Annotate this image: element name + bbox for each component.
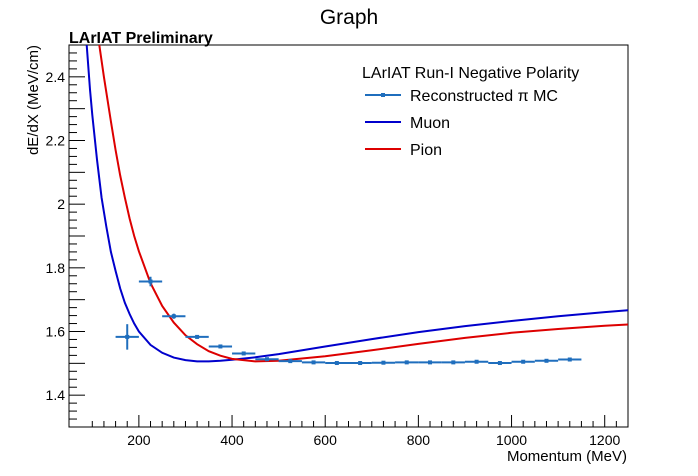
data-point [278, 359, 302, 364]
chart-subtitle: LArIAT Preliminary [69, 30, 213, 47]
x-tick-label: 400 [220, 432, 244, 448]
data-point [185, 334, 209, 339]
legend-label: Reconstructed π MC [410, 88, 558, 105]
x-tick-label: 600 [314, 432, 338, 448]
point-marker [125, 334, 130, 339]
chart-title: Graph [320, 6, 378, 29]
point-marker [288, 359, 293, 364]
x-tick-label: 800 [407, 432, 431, 448]
point-marker [544, 358, 549, 363]
data-point [441, 360, 465, 365]
data-point [325, 361, 349, 366]
legend-label: Muon [410, 115, 450, 132]
x-tick-label: 1200 [589, 432, 620, 448]
point-marker [521, 359, 526, 364]
data-point [115, 324, 139, 350]
x-axis: 200 400 600 800 1000 1200 [91, 415, 629, 448]
plot-area: 200 400 600 800 1000 1200 1.4 1.6 1.8 2 2.2 2.4 [46, 44, 629, 448]
point-marker [497, 361, 502, 366]
point-marker [381, 360, 386, 365]
legend: LArIAT Run-I Negative Polarity Reconstru… [362, 65, 579, 159]
y-axis-label: dE/dX (MeV/cm) [25, 45, 42, 155]
point-marker [334, 361, 339, 366]
point-marker [404, 360, 409, 365]
series-line-muon [85, 45, 628, 363]
data-point [534, 358, 559, 363]
y-tick-label: 2.4 [46, 69, 66, 85]
data-point [348, 361, 372, 366]
data-point [232, 351, 256, 356]
data-point [418, 360, 442, 365]
point-marker [474, 359, 479, 364]
data-point [558, 357, 582, 362]
data-point [488, 361, 512, 366]
point-marker [311, 360, 316, 365]
point-marker [264, 357, 269, 362]
data-point [511, 359, 535, 364]
series-points [115, 276, 582, 366]
x-tick-label: 1000 [496, 432, 527, 448]
point-marker [195, 334, 200, 339]
legend-label: Pion [410, 142, 442, 159]
data-point [138, 276, 163, 287]
data-point [162, 313, 186, 319]
y-tick-label: 1.8 [46, 260, 66, 276]
y-axis: 1.4 1.6 1.8 2 2.2 2.4 [46, 44, 85, 428]
data-point [371, 360, 396, 365]
x-tick-label: 200 [127, 432, 151, 448]
series-curves [85, 45, 628, 363]
legend-title: LArIAT Run-I Negative Polarity [362, 65, 579, 82]
legend-entry-reconstructed-mc: Reconstructed π MC [365, 88, 558, 105]
point-marker [567, 357, 572, 362]
y-tick-label: 1.6 [46, 324, 66, 340]
data-point [255, 357, 279, 362]
legend-entry-pion: Pion [365, 142, 442, 159]
y-tick-label: 2 [57, 196, 65, 212]
y-tick-label: 1.4 [46, 387, 66, 403]
point-marker [451, 360, 456, 365]
data-point [301, 360, 326, 365]
point-marker [148, 279, 153, 284]
point-marker [171, 314, 176, 319]
point-marker [241, 351, 246, 356]
legend-entry-muon: Muon [365, 115, 450, 132]
legend-marker [381, 93, 385, 97]
data-point [464, 359, 489, 364]
point-marker [428, 360, 433, 365]
data-point [395, 360, 419, 365]
data-point [208, 344, 233, 349]
point-marker [358, 361, 363, 366]
x-axis-label: Momentum (MeV) [507, 448, 627, 465]
y-tick-label: 2.2 [46, 133, 66, 149]
point-marker [218, 344, 223, 349]
series-line-pion [98, 45, 628, 363]
